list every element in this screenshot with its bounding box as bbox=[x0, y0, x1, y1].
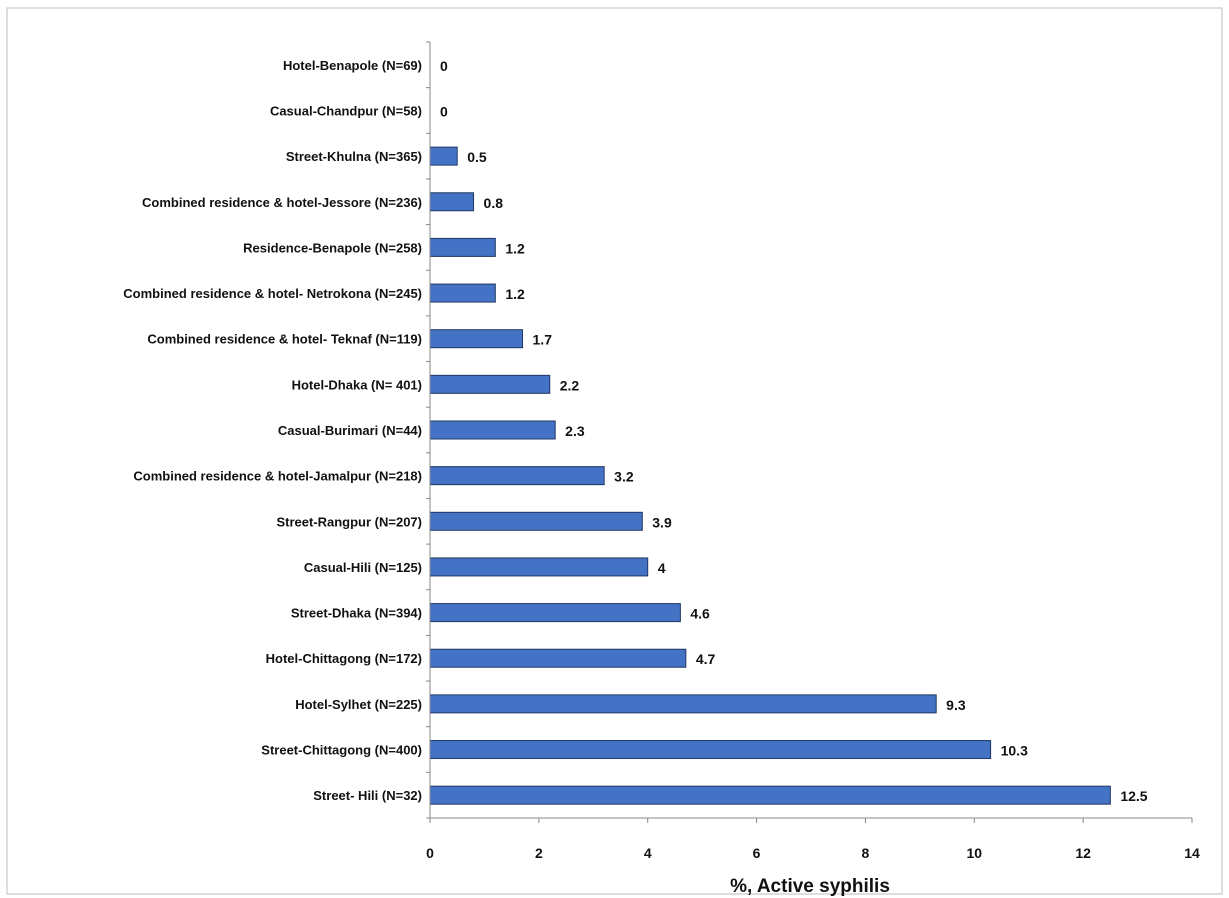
data-label: 3.2 bbox=[614, 469, 634, 485]
bar bbox=[429, 603, 681, 623]
category-label: Casual-Burimari (N=44) bbox=[278, 423, 422, 438]
x-tick-label: 2 bbox=[535, 845, 543, 861]
category-label: Casual-Hili (N=125) bbox=[304, 560, 422, 575]
bar bbox=[429, 237, 496, 257]
category-label: Hotel-Benapole (N=69) bbox=[283, 58, 422, 73]
data-label: 9.3 bbox=[946, 697, 966, 713]
data-label: 12.5 bbox=[1120, 788, 1147, 804]
category-label: Hotel-Dhaka (N= 401) bbox=[292, 377, 422, 392]
data-label: 1.2 bbox=[505, 286, 525, 302]
data-label: 2.3 bbox=[565, 423, 585, 439]
category-label: Street-Khulna (N=365) bbox=[286, 149, 422, 164]
bar bbox=[429, 283, 496, 303]
bar bbox=[429, 374, 551, 394]
data-label: 4.6 bbox=[690, 606, 710, 622]
data-label: 0.5 bbox=[467, 149, 487, 165]
category-label: Combined residence & hotel-Jessore (N=23… bbox=[142, 195, 422, 210]
bar bbox=[429, 648, 687, 668]
category-label: Street-Chittagong (N=400) bbox=[261, 743, 422, 758]
bar bbox=[429, 694, 937, 714]
data-label: 0 bbox=[440, 103, 448, 119]
category-label: Street-Rangpur (N=207) bbox=[276, 514, 422, 529]
data-label: 10.3 bbox=[1001, 743, 1028, 759]
bar bbox=[429, 740, 992, 760]
x-tick-label: 6 bbox=[753, 845, 761, 861]
category-label: Street- Hili (N=32) bbox=[313, 788, 422, 803]
bar bbox=[429, 420, 556, 440]
category-label: Hotel-Chittagong (N=172) bbox=[266, 651, 422, 666]
bar bbox=[429, 146, 458, 166]
bar bbox=[429, 557, 649, 577]
data-label: 1.7 bbox=[533, 332, 553, 348]
data-label: 4.7 bbox=[696, 651, 716, 667]
x-tick-label: 14 bbox=[1184, 845, 1200, 861]
x-tick-label: 10 bbox=[966, 845, 982, 861]
bar bbox=[429, 466, 605, 486]
bar bbox=[429, 329, 524, 349]
x-tick-label: 4 bbox=[644, 845, 652, 861]
category-label: Combined residence & hotel-Jamalpur (N=2… bbox=[133, 469, 422, 484]
bar bbox=[429, 511, 643, 531]
plot-area: Hotel-Benapole (N=69) 0 Casual-Chandpur (N… bbox=[123, 41, 1200, 861]
category-label: Hotel-Sylhet (N=225) bbox=[295, 697, 422, 712]
data-label: 0.8 bbox=[484, 195, 504, 211]
category-label: Residence-Benapole (N=258) bbox=[243, 240, 422, 255]
data-label: 1.2 bbox=[505, 240, 525, 256]
bar bbox=[429, 785, 1111, 805]
x-tick-label: 8 bbox=[862, 845, 870, 861]
data-label: 0 bbox=[440, 58, 448, 74]
x-axis-title: %, Active syphilis bbox=[730, 876, 890, 897]
x-tick-label: 12 bbox=[1075, 845, 1091, 861]
x-tick-label: 0 bbox=[426, 845, 434, 861]
data-label: 3.9 bbox=[652, 514, 672, 530]
category-label: Combined residence & hotel- Teknaf (N=11… bbox=[147, 332, 422, 347]
category-label: Casual-Chandpur (N=58) bbox=[270, 103, 422, 118]
category-label: Combined residence & hotel- Netrokona (N… bbox=[123, 286, 422, 301]
chart-border bbox=[6, 7, 1223, 895]
bar bbox=[429, 192, 475, 212]
category-label: Street-Dhaka (N=394) bbox=[291, 606, 422, 621]
data-label: 4 bbox=[658, 560, 666, 576]
data-label: 2.2 bbox=[560, 377, 580, 393]
